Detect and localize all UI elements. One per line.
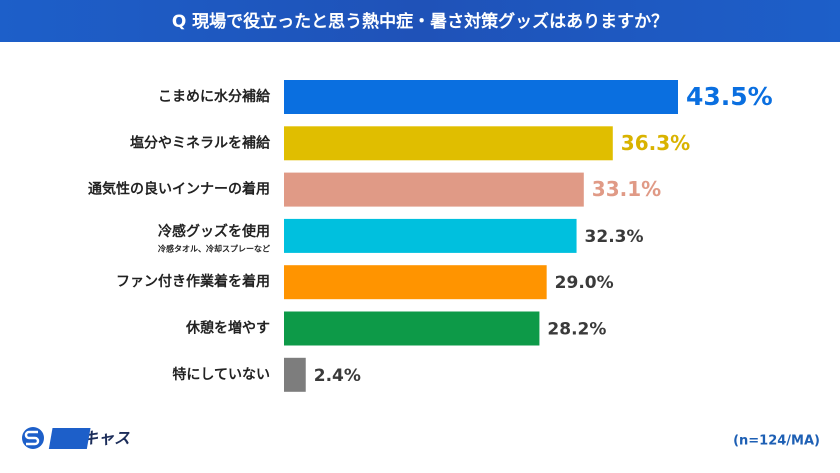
category-label: こまめに水分補給 (158, 88, 271, 105)
value-label: 29.0% (555, 273, 614, 293)
brand-tag: 警備 (126, 430, 158, 448)
category-label: ファン付き作業着を着用 (116, 273, 270, 290)
bar (284, 172, 584, 207)
category-note: 冷感タオル、冷却スプレーなど (158, 243, 270, 253)
value-label: 2.4% (314, 366, 361, 386)
bar (284, 357, 306, 392)
logo: プロキャス 警備 (22, 427, 158, 449)
sample-note: (n=124/MA) (733, 434, 820, 449)
bar (284, 265, 547, 300)
category-label: 塩分やミネラルを補給 (130, 134, 271, 151)
bar (284, 218, 577, 253)
value-label: 28.2% (547, 320, 606, 340)
title-bar (0, 0, 840, 42)
value-label: 43.5% (686, 82, 773, 111)
category-label: 特にしていない (172, 366, 270, 383)
logo-icon-mark (24, 430, 40, 446)
category-label: 休憩を増やす (185, 320, 270, 337)
bar (284, 311, 540, 346)
category-label: 通気性の良いインナーの着用 (88, 181, 270, 198)
bar (284, 126, 613, 161)
chart-title: Q 現場で役立ったと思う熱中症・暑さ対策グッズはありますか？ (172, 11, 668, 32)
category-label: 冷感グッズを使用 (158, 223, 270, 240)
value-label: 32.3% (585, 227, 644, 247)
brand-tag-box (48, 428, 91, 449)
bar (284, 80, 678, 114)
value-label: 33.1% (592, 177, 661, 201)
value-label: 36.3% (621, 131, 690, 155)
